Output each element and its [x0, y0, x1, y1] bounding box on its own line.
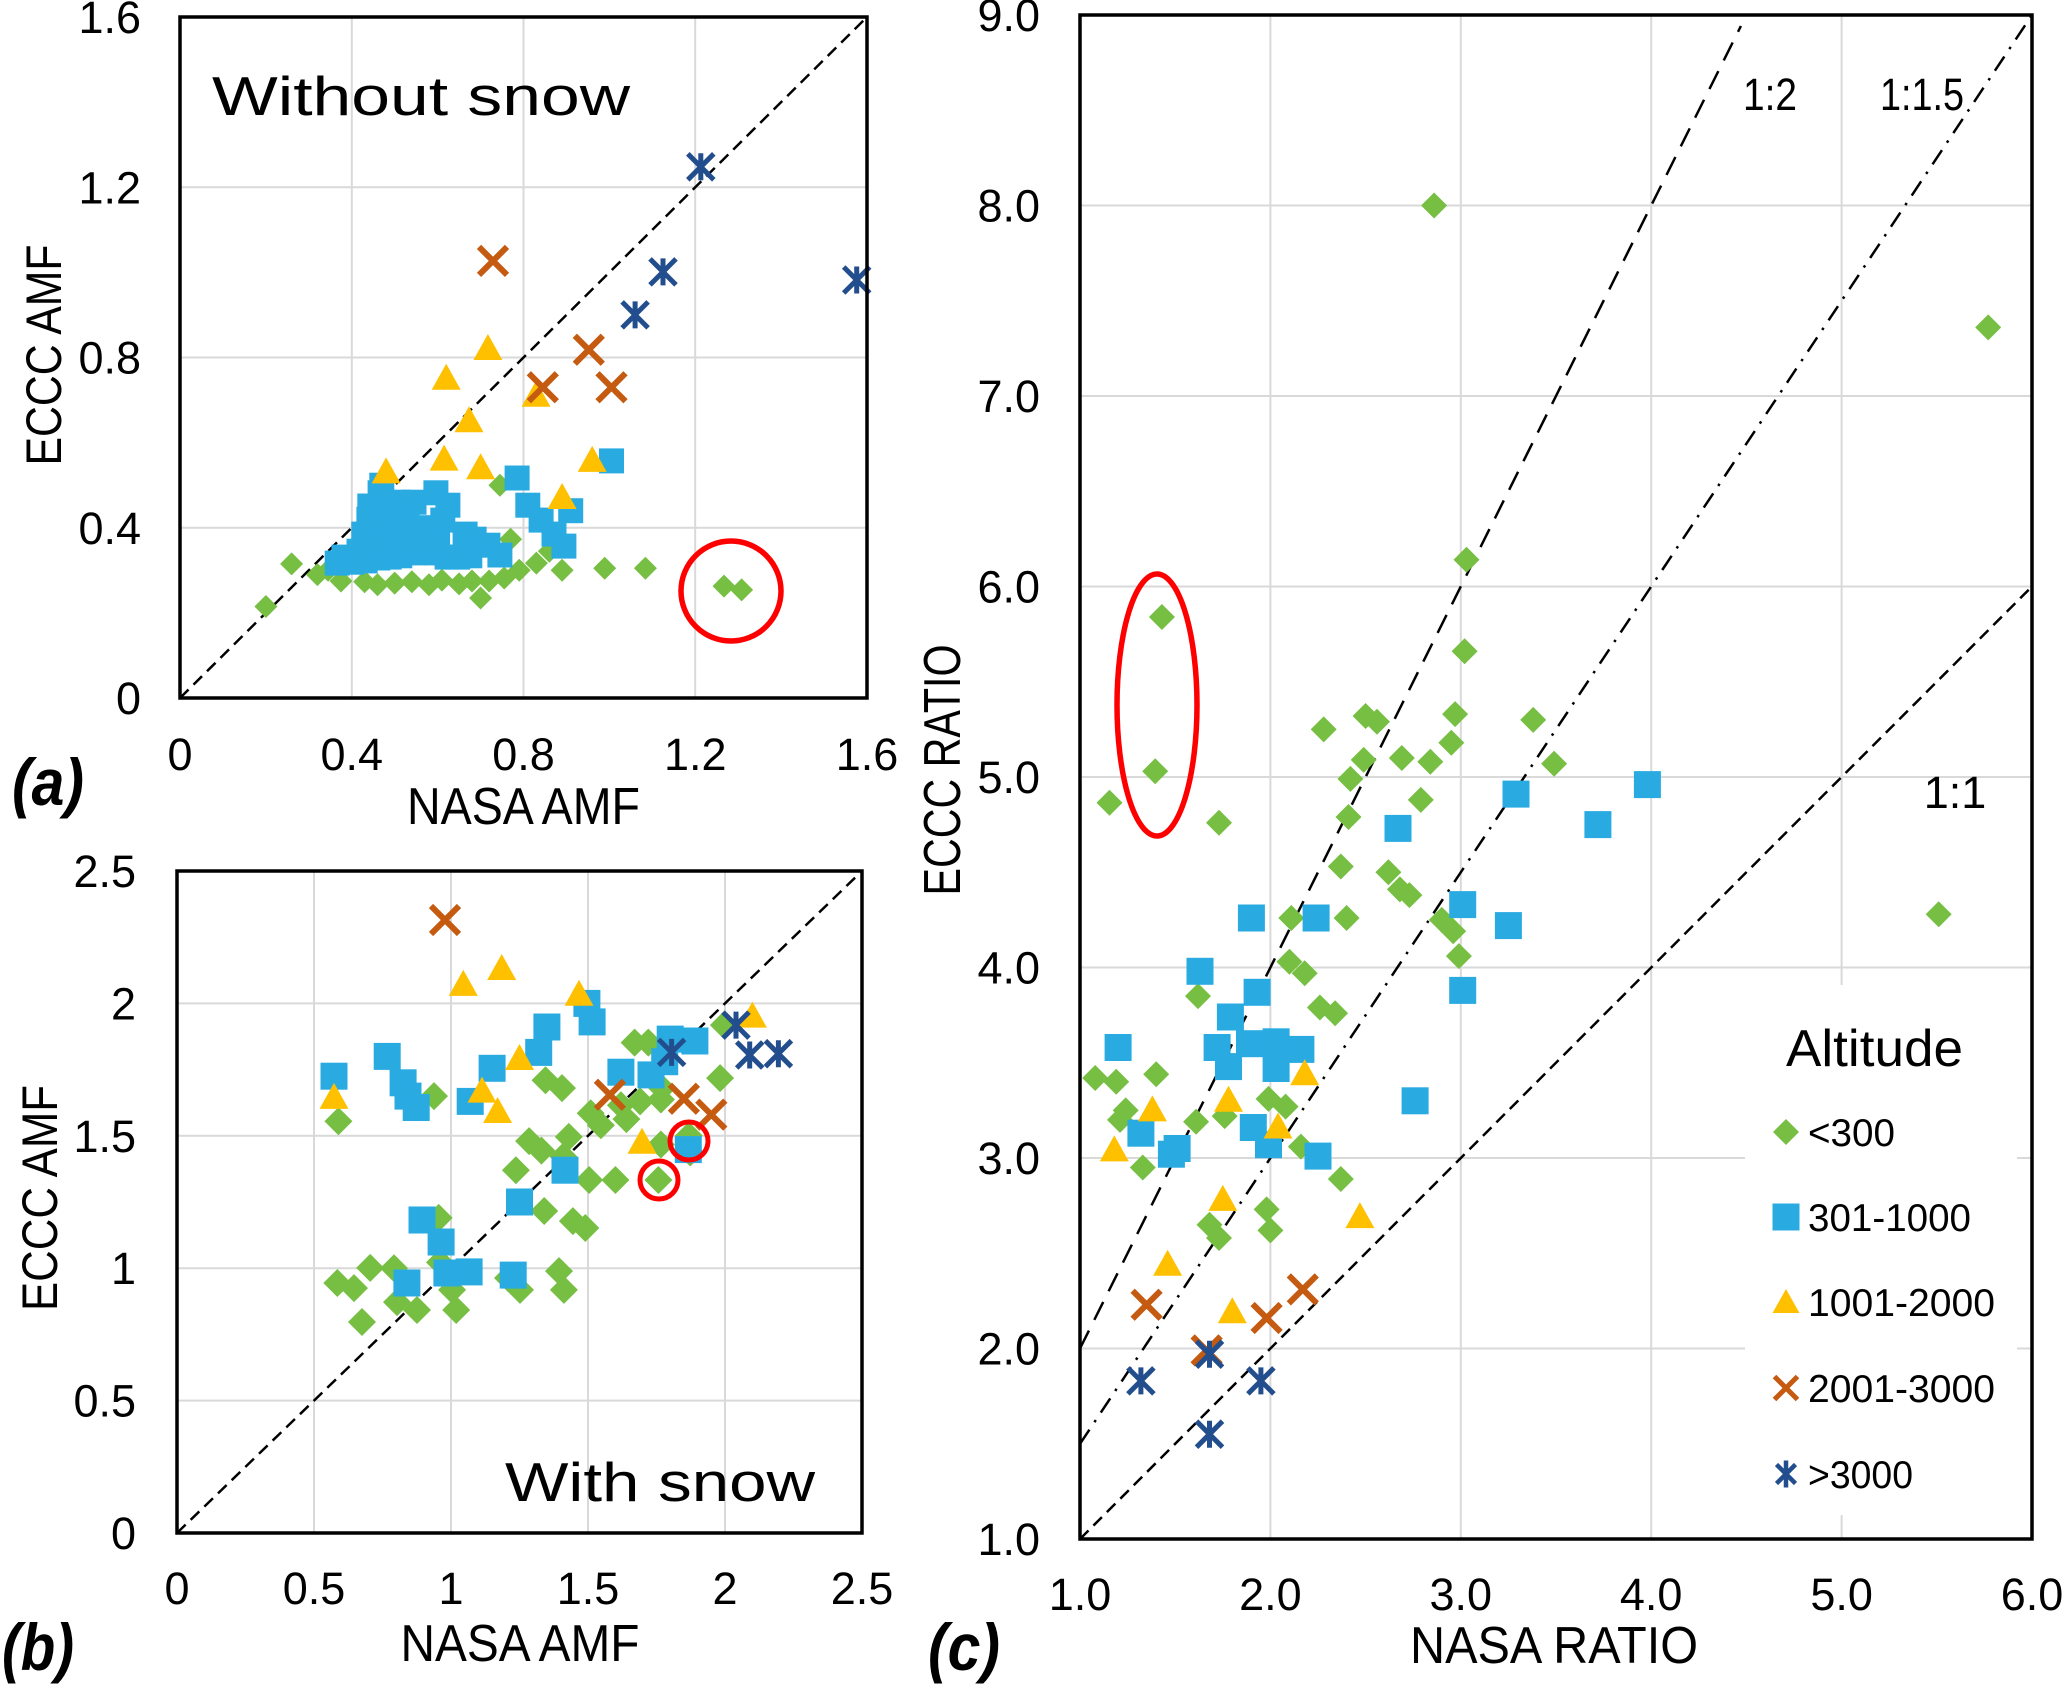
svg-text:3.0: 3.0	[977, 1133, 1040, 1184]
svg-text:9.0: 9.0	[977, 0, 1040, 41]
svg-text:<300: <300	[1808, 1112, 1895, 1155]
svg-text:ECCC RATIO: ECCC RATIO	[914, 645, 972, 896]
svg-text:2.5: 2.5	[831, 1563, 894, 1614]
svg-text:1.0: 1.0	[1049, 1569, 1112, 1620]
svg-text:1.6: 1.6	[836, 729, 899, 780]
svg-text:0: 0	[111, 1508, 136, 1559]
svg-text:2001-3000: 2001-3000	[1808, 1368, 1995, 1411]
svg-text:1: 1	[111, 1243, 136, 1294]
svg-text:0.5: 0.5	[283, 1563, 346, 1614]
svg-text:NASA AMF: NASA AMF	[401, 1615, 640, 1673]
svg-text:2.5: 2.5	[73, 846, 136, 897]
svg-text:1.6: 1.6	[78, 0, 141, 43]
svg-text:NASA RATIO: NASA RATIO	[1410, 1617, 1698, 1675]
svg-text:2: 2	[712, 1563, 737, 1614]
svg-text:0: 0	[167, 729, 192, 780]
svg-text:With snow: With snow	[505, 1451, 815, 1513]
svg-text:Altitude: Altitude	[1786, 1020, 1963, 1078]
svg-text:1.2: 1.2	[664, 729, 727, 780]
svg-text:Without snow: Without snow	[212, 65, 630, 127]
svg-text:1.5: 1.5	[557, 1563, 620, 1614]
svg-text:2.0: 2.0	[977, 1324, 1040, 1375]
svg-text:NASA AMF: NASA AMF	[407, 778, 640, 836]
svg-text:>3000: >3000	[1808, 1454, 1913, 1497]
svg-text:5.0: 5.0	[1810, 1569, 1873, 1620]
svg-text:ECCC AMF: ECCC AMF	[16, 245, 72, 466]
svg-text:1:2: 1:2	[1743, 69, 1797, 120]
svg-text:0.5: 0.5	[73, 1376, 136, 1427]
svg-text:4.0: 4.0	[1620, 1569, 1683, 1620]
svg-text:1:1: 1:1	[1924, 767, 1987, 818]
svg-text:6.0: 6.0	[2001, 1569, 2064, 1620]
svg-text:1.5: 1.5	[73, 1111, 136, 1162]
svg-text:(c): (c)	[928, 1610, 1000, 1684]
svg-text:0: 0	[116, 673, 141, 724]
svg-text:0.8: 0.8	[78, 333, 141, 384]
svg-text:1: 1	[438, 1563, 463, 1614]
svg-text:4.0: 4.0	[977, 943, 1040, 994]
svg-text:6.0: 6.0	[977, 562, 1040, 613]
svg-text:1:1.5: 1:1.5	[1880, 69, 1964, 120]
svg-text:ECCC AMF: ECCC AMF	[12, 1085, 68, 1311]
svg-text:301-1000: 301-1000	[1808, 1197, 1971, 1240]
svg-text:1001-2000: 1001-2000	[1808, 1282, 1995, 1325]
svg-text:3.0: 3.0	[1430, 1569, 1493, 1620]
svg-text:7.0: 7.0	[977, 371, 1040, 422]
svg-text:5.0: 5.0	[977, 752, 1040, 803]
svg-text:0.4: 0.4	[320, 729, 383, 780]
svg-text:(a): (a)	[12, 745, 84, 819]
svg-text:1.0: 1.0	[977, 1514, 1040, 1565]
svg-text:2.0: 2.0	[1239, 1569, 1302, 1620]
svg-text:0.8: 0.8	[492, 729, 555, 780]
svg-text:1.2: 1.2	[78, 162, 141, 213]
svg-text:(b): (b)	[2, 1610, 74, 1684]
svg-text:0.4: 0.4	[78, 503, 141, 554]
svg-text:0: 0	[164, 1563, 189, 1614]
svg-text:8.0: 8.0	[977, 181, 1040, 232]
svg-text:2: 2	[111, 978, 136, 1029]
